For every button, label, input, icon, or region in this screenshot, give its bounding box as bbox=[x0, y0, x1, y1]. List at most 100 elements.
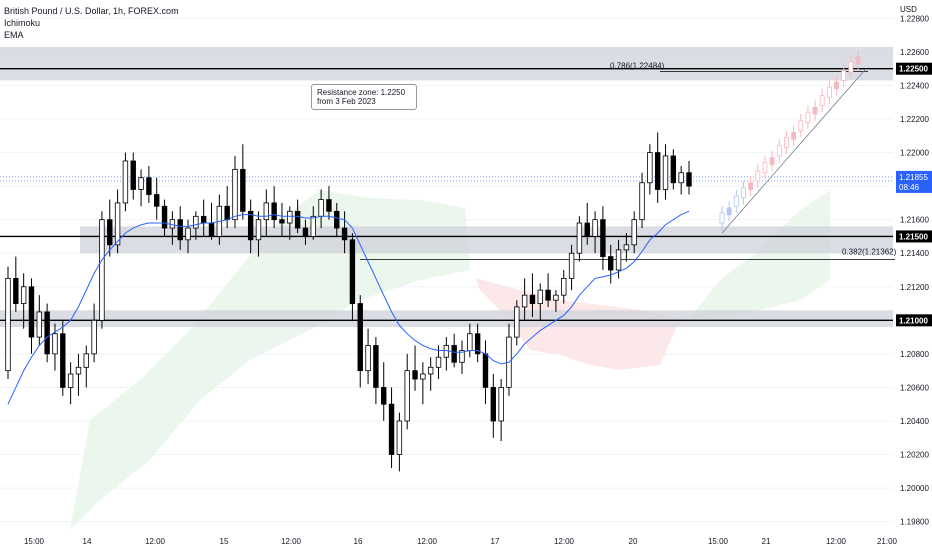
candle-body bbox=[396, 420, 403, 455]
time-tick-label: 12:00 bbox=[554, 537, 575, 546]
candle-body bbox=[576, 222, 583, 254]
candle-body bbox=[451, 345, 457, 363]
price-tick-label: 1.22400 bbox=[900, 81, 929, 90]
time-tick-label: 12:00 bbox=[145, 537, 166, 546]
projection-candle bbox=[733, 195, 739, 207]
candle-body bbox=[381, 387, 387, 405]
candle-body bbox=[365, 345, 371, 372]
time-tick-label: 17 bbox=[491, 537, 500, 546]
candle-body bbox=[553, 294, 559, 301]
candle-body bbox=[537, 289, 543, 304]
projection-candle bbox=[805, 111, 811, 123]
candle-body bbox=[232, 168, 238, 221]
candle-body bbox=[435, 356, 442, 368]
candle-body bbox=[247, 210, 254, 241]
price-tick-label: 1.20400 bbox=[900, 417, 929, 426]
candle-body bbox=[52, 333, 58, 355]
candle-body bbox=[279, 219, 285, 224]
last-price-text: 1.21855 bbox=[899, 173, 928, 182]
candle-body bbox=[83, 353, 89, 368]
candle-body bbox=[514, 306, 520, 338]
candle-body bbox=[91, 319, 97, 355]
ema-polyline bbox=[7, 210, 690, 405]
price-tick-label: 1.19800 bbox=[900, 518, 929, 527]
candle-body bbox=[467, 333, 473, 351]
candle-body bbox=[287, 210, 293, 224]
projection-candle bbox=[834, 81, 839, 90]
projection-candle bbox=[812, 106, 818, 115]
candle-body bbox=[294, 210, 301, 229]
candle-body bbox=[146, 177, 152, 195]
candle-body bbox=[255, 219, 262, 241]
projection-candle bbox=[719, 212, 725, 224]
candle-body bbox=[654, 152, 661, 190]
candle-body bbox=[412, 370, 418, 380]
candle-body bbox=[631, 219, 637, 246]
time-tick-label: 15:00 bbox=[708, 537, 729, 546]
price-axis: 1.22800 1.22600 1.22400 1.22200 1.22000 1.218… bbox=[896, 5, 932, 527]
candle-body bbox=[427, 366, 434, 375]
candle-body bbox=[99, 219, 105, 321]
time-tick-label: 16 bbox=[354, 537, 363, 546]
projection-candle bbox=[819, 95, 825, 107]
cloud-bullish bbox=[70, 190, 470, 530]
projection-candle bbox=[755, 170, 761, 182]
currency-label: USD bbox=[900, 5, 917, 14]
projection-candles bbox=[719, 50, 867, 234]
time-tick-label: 14 bbox=[83, 537, 92, 546]
countdown-text: 08:46 bbox=[899, 183, 920, 192]
candle-body bbox=[474, 333, 481, 355]
projection-candle bbox=[726, 207, 732, 216]
projection-candle bbox=[798, 120, 804, 132]
zone-band bbox=[0, 310, 893, 328]
ema-label[interactable]: EMA bbox=[4, 30, 24, 40]
time-axis: 15:00 14 12:00 15 12:00 16 12:00 17 12:00 20 15:00… bbox=[24, 537, 898, 546]
projection-candle bbox=[741, 187, 746, 199]
ema-line bbox=[7, 210, 690, 405]
time-tick-label: 21 bbox=[762, 537, 771, 546]
candle-body bbox=[545, 289, 551, 301]
support-resistance-zones bbox=[0, 46, 893, 328]
price-tick-label: 1.21600 bbox=[900, 216, 929, 225]
candle-body bbox=[686, 172, 692, 187]
candle-body bbox=[498, 387, 504, 422]
price-tick-label: 1.20800 bbox=[900, 350, 929, 359]
candle-body bbox=[302, 227, 309, 237]
candle-body bbox=[326, 199, 332, 212]
candle-body bbox=[28, 286, 35, 338]
candle-body bbox=[114, 202, 121, 246]
candle-body bbox=[349, 239, 356, 304]
fib-382-label: 0.382(1.21362) bbox=[842, 248, 897, 257]
time-tick-label: 20 bbox=[629, 537, 638, 546]
candle-body bbox=[592, 219, 598, 237]
projection-candle bbox=[826, 86, 832, 98]
candle-body bbox=[154, 194, 160, 207]
price-tick-label: 1.20600 bbox=[900, 383, 929, 392]
candles bbox=[5, 132, 692, 472]
candle-body bbox=[639, 182, 645, 221]
candle-body bbox=[459, 350, 465, 363]
candle-body bbox=[5, 277, 11, 372]
candle-body bbox=[75, 366, 82, 375]
time-tick-label: 12:00 bbox=[417, 537, 438, 546]
candle-body bbox=[341, 227, 348, 241]
candle-body bbox=[584, 222, 590, 237]
level-tag bbox=[896, 314, 932, 327]
candle-body bbox=[670, 155, 677, 184]
candle-body bbox=[334, 210, 340, 229]
ichimoku-label[interactable]: Ichimoku bbox=[4, 18, 41, 28]
resistance-callout[interactable]: Resistance zone: 1.2250 from 3 Feb 2023 bbox=[311, 84, 417, 110]
level-tag-text: 1.21000 bbox=[899, 316, 928, 325]
last-price-tag bbox=[896, 170, 932, 193]
candle-body bbox=[490, 387, 497, 422]
candle-body bbox=[647, 152, 653, 184]
candle-body bbox=[678, 172, 684, 184]
candle-body bbox=[60, 333, 66, 388]
candle-body bbox=[529, 294, 536, 304]
symbol-title[interactable]: British Pound / U.S. Dollar, 1h, FOREX.c… bbox=[4, 6, 179, 16]
projection-candle bbox=[784, 137, 789, 148]
zone-band bbox=[80, 226, 893, 254]
candle-body bbox=[420, 373, 426, 380]
candle-body bbox=[615, 249, 622, 271]
